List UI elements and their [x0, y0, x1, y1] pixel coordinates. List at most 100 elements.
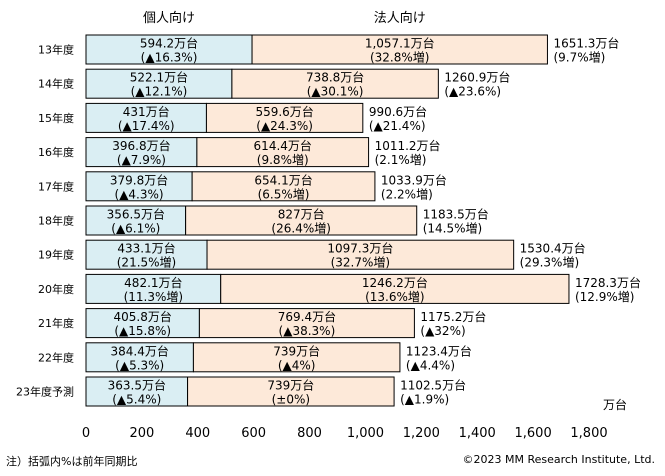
- bar-corporate: [198, 308, 415, 339]
- change-label-personal: (▲6.1%): [111, 222, 160, 236]
- bar-personal: [85, 308, 200, 339]
- category-label: 18年度: [38, 214, 74, 228]
- data-label-corporate: 614.4万台: [254, 138, 312, 153]
- x-tick-label: 200: [129, 426, 154, 441]
- total-label: 1530.4万台: [520, 241, 586, 256]
- change-label-personal: (▲12.1%): [131, 85, 188, 99]
- bar-personal: [85, 376, 189, 407]
- change-label-corporate: (26.4%増): [271, 222, 331, 236]
- total-label: 1102.5万台: [400, 378, 466, 393]
- change-label-personal: (▲7.9%): [117, 153, 166, 167]
- bar-personal: [85, 102, 207, 133]
- bar-personal: [85, 137, 198, 168]
- data-label-personal: 396.8万台: [112, 138, 170, 153]
- change-label-personal: (▲5.3%): [115, 358, 164, 372]
- x-tick-label: 1,600: [515, 426, 552, 441]
- category-label: 14年度: [38, 77, 74, 91]
- data-label-corporate: 559.6万台: [255, 104, 313, 119]
- data-label-personal: 431万台: [123, 104, 170, 119]
- total-change-label: (14.5%増): [423, 222, 483, 236]
- data-label-corporate: 1,057.1万台: [365, 36, 435, 51]
- bar-corporate: [185, 205, 418, 236]
- change-label-corporate: (32.8%増): [370, 51, 430, 65]
- bar-corporate: [196, 137, 370, 168]
- total-change-label: (2.2%増): [381, 187, 433, 201]
- bar-corporate: [191, 171, 376, 202]
- x-tick-label: 400: [185, 426, 210, 441]
- total-label: 1728.3万台: [575, 275, 641, 290]
- change-label-personal: (▲17.4%): [118, 119, 175, 133]
- data-label-personal: 379.8万台: [110, 172, 168, 187]
- data-label-personal: 384.4万台: [111, 343, 169, 358]
- data-label-personal: 522.1万台: [130, 70, 188, 85]
- total-change-label: (▲23.6%): [444, 85, 501, 99]
- stacked-bar-chart: 個人向け 法人向け 13年度 594.2万台(▲16.3%)1,057.1万台(32…: [16, 10, 641, 441]
- total-change-label: (2.1%増): [375, 153, 427, 167]
- category-label: 20年度: [38, 282, 74, 296]
- bar-personal: [85, 34, 253, 65]
- total-label: 1183.5万台: [423, 207, 489, 222]
- legend: 個人向け 法人向け: [143, 10, 426, 26]
- axis-unit-label: 万台: [603, 397, 627, 412]
- total-change-label: (29.3%増): [520, 256, 580, 270]
- data-label-personal: 594.2万台: [140, 36, 198, 51]
- data-label-corporate: 769.4万台: [278, 309, 336, 324]
- data-label-corporate: 738.8万台: [306, 70, 364, 85]
- total-change-label: (▲21.4%): [369, 119, 426, 133]
- total-label: 990.6万台: [369, 104, 427, 119]
- bar-corporate: [187, 376, 395, 407]
- change-label-corporate: (32.7%増): [331, 256, 391, 270]
- bar-corporate: [205, 102, 364, 133]
- data-label-corporate: 739万台: [267, 378, 314, 393]
- change-label-personal: (▲4.3%): [115, 187, 164, 201]
- category-label: 21年度: [38, 316, 74, 330]
- legend-item-corporate: 法人向け: [374, 10, 426, 26]
- category-label: 19年度: [38, 248, 74, 262]
- category-label: 23年度予測: [16, 385, 74, 399]
- total-label: 1175.2万台: [420, 309, 486, 324]
- change-label-corporate: (13.6%増): [365, 290, 425, 304]
- change-label-personal: (▲15.8%): [114, 324, 171, 338]
- data-label-personal: 433.1万台: [117, 241, 175, 256]
- bar-corporate: [251, 34, 548, 65]
- copyright-text: ©2023 MM Research Institute, Ltd.: [462, 453, 655, 466]
- total-label: 1123.4万台: [406, 343, 472, 358]
- change-label-personal: (▲16.3%): [141, 51, 198, 65]
- data-label-personal: 405.8万台: [114, 309, 172, 324]
- total-change-label: (▲32%): [420, 324, 465, 338]
- data-label-personal: 363.5万台: [108, 378, 166, 393]
- category-label: 17年度: [38, 179, 74, 193]
- bar-corporate: [206, 239, 515, 270]
- bar-corporate: [231, 68, 439, 99]
- change-label-corporate: (▲38.3%): [279, 324, 336, 338]
- x-tick-label: 1,200: [403, 426, 440, 441]
- data-label-corporate: 654.1万台: [254, 172, 312, 187]
- footnote: 注）括弧内%は前年同期比: [6, 455, 138, 468]
- total-label: 1651.3万台: [553, 36, 619, 51]
- total-change-label: (▲1.9%): [400, 393, 449, 407]
- x-tick-label: 0: [82, 426, 90, 441]
- total-change-label: (12.9%増): [575, 290, 635, 304]
- bar-personal: [85, 68, 233, 99]
- bar-personal: [85, 239, 208, 270]
- change-label-corporate: (▲24.3%): [256, 119, 313, 133]
- x-axis: 万台 0 200 400 600 800 1,000 1,200 1,400 1,600 1,800: [82, 397, 627, 441]
- data-label-corporate: 739万台: [273, 343, 320, 358]
- change-label-personal: (▲5.4%): [112, 393, 161, 407]
- category-label: 16年度: [38, 145, 74, 159]
- change-label-corporate: (6.5%増): [258, 187, 310, 201]
- data-label-personal: 482.1万台: [124, 275, 182, 290]
- total-label: 1033.9万台: [381, 172, 447, 187]
- change-label-corporate: (±0%): [272, 393, 310, 407]
- category-label: 13年度: [38, 43, 74, 57]
- total-change-label: (9.7%増): [553, 51, 605, 65]
- bar-corporate: [220, 273, 570, 304]
- bar-personal: [85, 171, 193, 202]
- x-tick-label: 800: [297, 426, 322, 441]
- change-label-corporate: (▲4%): [278, 358, 316, 372]
- bar-labels: 13年度 594.2万台(▲16.3%) 1,057.1万台(32.8%増) 1651…: [16, 36, 641, 407]
- total-change-label: (▲4.4%): [406, 358, 455, 372]
- total-label: 1260.9万台: [444, 70, 510, 85]
- change-label-personal: (21.5%増): [117, 256, 177, 270]
- data-label-personal: 356.5万台: [107, 207, 165, 222]
